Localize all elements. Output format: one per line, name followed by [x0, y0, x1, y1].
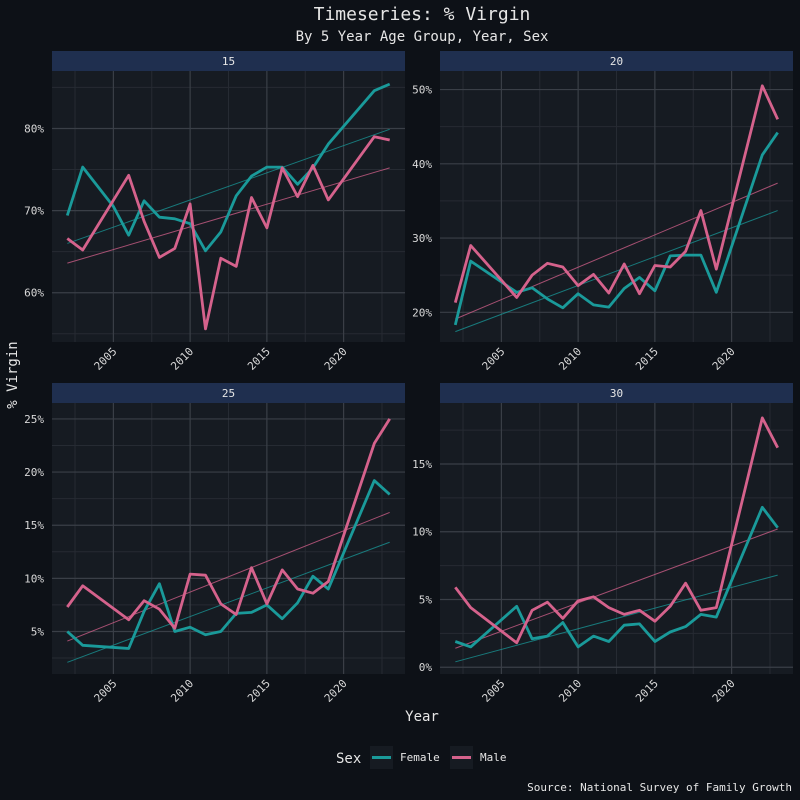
chart-title: Timeseries: % Virgin — [314, 4, 531, 25]
legend-title: Sex — [336, 751, 361, 767]
series-line-male — [453, 84, 779, 303]
trend-line-male — [67, 511, 390, 642]
y-tick-label: 5% — [31, 625, 45, 638]
trend-line-male — [455, 528, 778, 649]
facet-panel-30: 300%5%10%15%2005 2010 2015 2020 — [412, 383, 793, 705]
y-tick-label: 80% — [24, 122, 44, 135]
facet-strip — [440, 383, 793, 403]
y-tick-label: 0% — [419, 661, 433, 674]
y-tick-label: 60% — [24, 287, 44, 300]
trend-line-female — [455, 210, 778, 333]
caption: Source: National Survey of Family Growth — [527, 781, 792, 794]
series-line-female — [454, 505, 779, 649]
facet-strip — [52, 51, 405, 71]
x-axis-title: Year — [405, 709, 439, 725]
y-tick-label: 10% — [412, 526, 432, 539]
y-tick-label: 25% — [24, 413, 44, 426]
series-line-male — [66, 418, 391, 630]
legend-label-female: Female — [400, 751, 440, 764]
y-tick-label: 40% — [412, 158, 432, 171]
y-tick-label: 30% — [412, 232, 432, 245]
facet-panel-20: 2020%30%40%50%2005 2010 2015 2020 — [412, 51, 793, 373]
series-line-male — [66, 135, 390, 331]
series-line-female — [453, 131, 779, 326]
y-tick-label: 15% — [24, 519, 44, 532]
y-tick-label: 20% — [412, 306, 432, 319]
facet-strip-label: 25 — [222, 387, 235, 400]
facet-strip-label: 20 — [610, 55, 623, 68]
legend: Sex Female Male — [336, 746, 507, 769]
series-line-male — [454, 416, 779, 645]
legend-label-male: Male — [480, 751, 507, 764]
y-tick-label: 10% — [24, 572, 44, 585]
facet-strip — [52, 383, 405, 403]
trend-line-male — [455, 182, 778, 320]
trend-line-female — [67, 128, 390, 244]
facet-strip-label: 30 — [610, 387, 623, 400]
series-line-female — [66, 479, 391, 650]
facet-strip — [440, 51, 793, 71]
y-tick-label: 15% — [412, 458, 432, 471]
y-tick-label: 20% — [24, 466, 44, 479]
y-tick-label: 70% — [24, 205, 44, 218]
y-tick-label: 50% — [412, 84, 432, 97]
trend-line-female — [455, 574, 778, 663]
facet-panel-25: 255%10%15%20%25%2005 2010 2015 2020 — [24, 383, 405, 705]
y-tick-label: 5% — [419, 593, 433, 606]
y-axis-title: % Virgin — [5, 341, 21, 408]
facet-strip-label: 15 — [222, 55, 235, 68]
chart-subtitle: By 5 Year Age Group, Year, Sex — [296, 29, 549, 45]
